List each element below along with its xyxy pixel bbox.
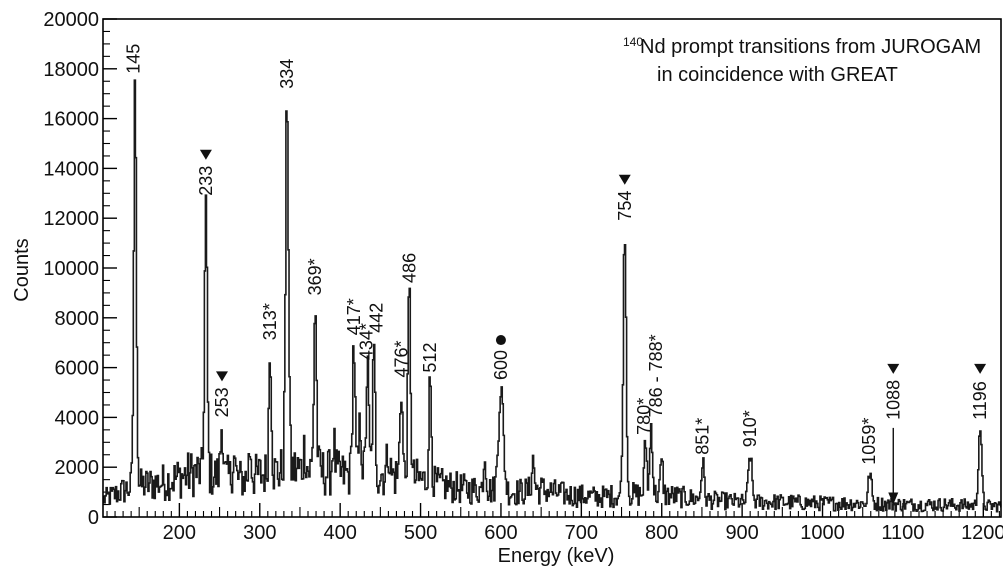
peak-label: 313* [260,303,280,340]
peak-label: 851* [693,418,713,455]
y-tick-label: 8000 [55,308,100,330]
peak-label: 1059* [859,418,879,465]
peak-label: 476* [391,341,411,378]
peak-label: 600 [491,350,511,380]
peak-arrow-head [888,492,899,505]
peak-label: 253 [212,387,232,417]
y-axis-label: Counts [11,238,33,301]
chart-title-line-2: in coincidence with GREAT [657,64,898,86]
plot-frame [102,18,1002,518]
peak-marker-triangle [974,363,987,374]
x-tick-label: 400 [323,522,356,544]
y-tick-label: 12000 [43,208,99,230]
chart-title-line-1: Nd prompt transitions from JUROGAM [640,36,981,58]
y-tick-label: 10000 [43,258,99,280]
peak-marker-triangle [199,149,212,160]
x-tick-label: 600 [484,522,517,544]
x-tick-label: 800 [645,522,678,544]
spectrum-histogram-line [103,79,1002,513]
peak-marker-dot [495,335,506,346]
peak-label: 512 [420,343,440,373]
peak-label: 754 [615,191,635,221]
y-tick-label: 4000 [55,407,100,429]
peak-label: 1088 [883,380,903,420]
x-tick-label: 1100 [881,522,924,544]
chart-title-superscript: 140 [623,35,643,49]
y-tick-label: 20000 [43,9,99,31]
peak-label: 369* [305,258,325,295]
peak-label: 434* [357,323,377,360]
x-tick-label: 300 [243,522,276,544]
x-tick-label: 900 [725,522,758,544]
x-tick-label: 200 [163,522,196,544]
y-tick-label: 2000 [55,457,100,479]
x-tick-label: 1200 [961,522,1003,544]
peak-label: 233 [196,166,216,196]
x-tick-label: 700 [565,522,598,544]
y-tick-label: 0 [88,507,99,529]
peak-marker-triangle [887,363,900,374]
peak-label: 417* [344,298,364,335]
peak-label: 1196 [970,381,990,420]
peak-label: 780* [634,398,654,435]
peak-label: 786 - 788* [646,334,666,417]
peak-label: 145 [124,44,144,74]
y-tick-label: 16000 [43,109,99,131]
peak-label: 334 [277,59,297,89]
x-tick-label: 1000 [800,522,845,544]
x-tick-label: 500 [404,522,437,544]
y-axis-ticks: 0 2000 4000 6000 8000 10000 12000 14000 16000 180… [43,9,117,529]
x-axis-label: Energy (keV) [498,545,615,567]
peak-marker-triangle [215,371,228,382]
y-tick-label: 18000 [43,59,99,81]
peak-label: 486 [399,253,419,283]
peak-label: 442 [366,303,386,333]
peak-marker-triangle [618,174,631,185]
peak-label: 910* [740,410,760,447]
y-tick-label: 14000 [43,158,99,180]
y-tick-label: 6000 [55,358,100,380]
x-axis-ticks: 200 300 400 500 600 700 800 900 1000 1100 1200 [106,503,1003,544]
